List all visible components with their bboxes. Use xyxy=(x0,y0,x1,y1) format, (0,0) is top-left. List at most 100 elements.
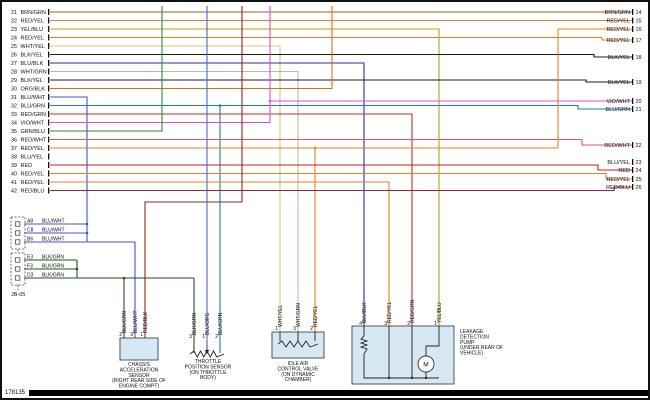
component-chassis-acceleration-sensor-pin-wire-label: RED/BLK xyxy=(143,311,149,333)
right-pin-number: 14 xyxy=(636,10,642,16)
left-pin-number: 24 xyxy=(11,36,17,42)
component-leakage-detection-pump-caption-line: VEHICLE) xyxy=(460,351,483,357)
right-pin-wire-label: BRN/GRN xyxy=(605,10,630,16)
component-idle-air-control-valve-caption-line: IDLE AIR xyxy=(288,361,309,367)
wire-wht-grn xyxy=(50,70,299,332)
component-leakage-detection-pump-pin-number: 4 xyxy=(359,321,362,327)
resistor-icon xyxy=(359,335,369,355)
component-throttle-position-sensor-pin-number: 3 xyxy=(189,334,192,340)
component-idle-air-control-valve-pin-wire-label: WHT/GRN xyxy=(296,303,302,327)
wire-red-yel xyxy=(50,172,632,180)
left-pin-number: 34 xyxy=(11,121,17,127)
left-pin-wire-label: BLU/GRN xyxy=(21,104,45,110)
left-pin-number: 30 xyxy=(11,87,17,93)
left-pin-wire-label: VIO/WHT xyxy=(21,121,45,127)
component-throttle-position-sensor-caption-line: BODY) xyxy=(200,375,216,381)
left-pin-number: 41 xyxy=(11,180,17,186)
left-pin-tick xyxy=(48,68,50,75)
left-pin-wire-label: RED/YEL xyxy=(21,180,45,186)
left-pin-tick xyxy=(48,145,50,151)
wire-red-yel xyxy=(50,147,316,332)
right-pin-tick xyxy=(632,176,634,182)
component-chassis-acceleration-sensor-pin-number: 1 xyxy=(140,332,143,338)
right-pin-wire-label: VIO/WHT xyxy=(606,99,630,105)
jb-pin-terminal xyxy=(15,275,21,281)
right-pin-number: 17 xyxy=(636,38,642,44)
left-pin-wire-label: BLU/WHT xyxy=(21,95,46,101)
junction-dot xyxy=(218,104,222,107)
right-pin-number: 16 xyxy=(636,27,642,33)
right-pin-wire-label: RED xyxy=(618,168,630,174)
wire-red-yel xyxy=(315,28,632,149)
wire-red xyxy=(50,164,632,171)
wire-blu-grn xyxy=(50,104,632,110)
junction-dot xyxy=(85,231,89,235)
right-pin-wire-label: RED/BLU xyxy=(606,185,630,191)
right-pin-wire-label: RED/YEL xyxy=(606,19,630,25)
left-pin-number: 37 xyxy=(11,146,17,152)
junction-dot xyxy=(313,146,317,150)
doc-id: 178135 xyxy=(5,390,26,396)
junction-dot xyxy=(85,222,89,226)
junction-dot xyxy=(122,276,126,280)
component-chassis-acceleration-sensor-pin-number: 3 xyxy=(130,332,133,338)
left-pin-number: 22 xyxy=(11,19,17,25)
resistor-icon xyxy=(189,350,225,358)
right-pin-wire-label: BLK/YEL xyxy=(608,55,630,61)
component-leakage-detection-pump-pin-number: 3 xyxy=(384,321,387,327)
wire-blk-yel xyxy=(50,79,632,83)
component-idle-air-control-valve-pin-wire-label: RED/YEL xyxy=(313,305,319,327)
right-pin-tick xyxy=(632,9,634,15)
wire-wht-yel xyxy=(50,45,281,332)
wire-blu-wht xyxy=(50,96,88,242)
left-pin-tick xyxy=(48,17,50,24)
right-pin-number: 18 xyxy=(636,55,642,61)
left-pin-tick xyxy=(48,77,50,83)
left-pin-wire-label: WHT/YEL xyxy=(21,44,45,50)
footer-bar xyxy=(29,390,648,396)
wire-red-wht xyxy=(50,138,632,146)
left-pin-number: 35 xyxy=(11,129,17,135)
junction-dot xyxy=(387,376,391,380)
wire-vio-wht xyxy=(50,6,271,124)
wire-red-blk xyxy=(144,6,243,338)
junction-dot xyxy=(410,376,414,380)
right-pin-wire-label: BLU/YEL xyxy=(607,160,630,166)
component-leakage-detection-pump-caption-line: LEAKAGE xyxy=(460,329,484,335)
component-throttle-position-sensor-pin-wire-label: BLK/GRN xyxy=(192,313,198,335)
left-pin-wire-label: ORG/BLK xyxy=(21,87,46,93)
component-leakage-detection-pump-pin-number: 1 xyxy=(434,321,437,327)
footer: 178135 xyxy=(2,388,648,398)
left-pin-tick xyxy=(48,60,50,66)
left-pin-tick xyxy=(48,26,50,32)
left-pin-tick xyxy=(48,94,50,100)
jb-pin-wire-label: BLK/GRN xyxy=(42,264,64,270)
component-throttle-position-sensor-caption-line: POSITION SENSOR xyxy=(185,364,232,370)
left-pin-tick xyxy=(48,153,50,160)
jb-pin-terminal xyxy=(15,266,21,272)
jb-pin-wire-label: BLU/WHT xyxy=(42,219,65,225)
left-pin-number: 28 xyxy=(11,70,17,76)
pump-stem xyxy=(425,326,440,356)
left-pin-tick xyxy=(48,9,50,15)
resistor-icon xyxy=(277,340,319,348)
left-pin-number: 29 xyxy=(11,78,17,84)
jb-block-outline xyxy=(10,216,26,250)
left-pin-number: 33 xyxy=(11,112,17,118)
wire-blu-yel xyxy=(50,157,632,163)
left-pin-number: 21 xyxy=(11,10,17,16)
right-pin-wire-label: RED/YEL xyxy=(606,177,630,183)
left-pin-number: 39 xyxy=(11,163,17,169)
jb-pin-id: E3 xyxy=(27,255,33,261)
wire-blk-yel xyxy=(50,53,632,58)
component-chassis-acceleration-sensor-caption-line: (RIGHT REAR SIDE OF xyxy=(112,378,166,384)
right-pin-number: 23 xyxy=(636,160,642,166)
right-pin-tick xyxy=(632,159,634,165)
right-pin-number: 15 xyxy=(636,19,642,25)
wire-grn-blu xyxy=(50,6,163,132)
jb-label: JB-05 xyxy=(11,292,25,298)
left-pin-wire-label: RED/GRN xyxy=(21,112,46,118)
component-chassis-acceleration-sensor-pin-wire-label: BLU/WHT xyxy=(133,311,139,334)
jb-pin-id: D3 xyxy=(27,273,34,279)
left-pin-wire-label: BRN/GRN xyxy=(21,10,46,16)
